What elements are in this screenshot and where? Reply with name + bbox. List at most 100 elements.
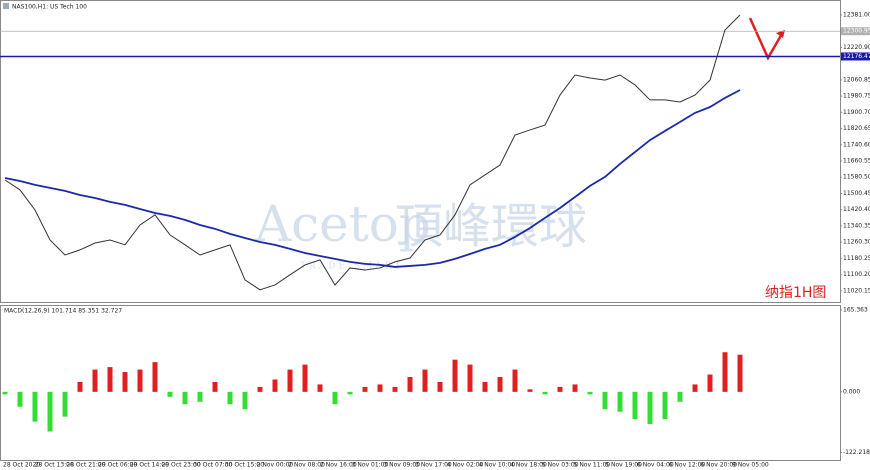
y-tick-label: 165.363	[843, 306, 868, 313]
histogram-bar	[272, 379, 278, 392]
histogram-bar	[317, 384, 323, 392]
histogram-bar	[572, 384, 578, 392]
histogram-bar	[62, 391, 68, 417]
histogram-bar	[122, 372, 128, 392]
histogram-bar	[722, 352, 728, 392]
x-tick-label: 5 Nov 11:00	[574, 462, 611, 469]
histogram-bar	[332, 391, 338, 405]
histogram-bar	[542, 391, 548, 395]
histogram-bar	[437, 381, 443, 392]
y-tick-label: 11740.60	[843, 141, 870, 148]
histogram-bar	[512, 369, 518, 392]
x-tick-label: 3 Nov 01:00	[352, 462, 389, 469]
y-tick-label: 11260.30	[843, 239, 870, 246]
y-tick-label: 11420.40	[843, 206, 870, 213]
histogram-bar	[617, 391, 623, 412]
x-tick-label: 28 Oct 21:00	[66, 462, 105, 469]
histogram-bar	[482, 381, 488, 392]
histogram-bar	[362, 386, 368, 392]
y-tick-label: -122.218	[843, 449, 870, 456]
macd-pane	[0, 305, 841, 461]
histogram-bar	[167, 391, 173, 397]
histogram-bar	[137, 369, 143, 392]
y-tick-label: 11660.55	[843, 158, 870, 165]
x-tick-label: 4 Nov 02:00	[447, 462, 484, 469]
histogram-bar	[557, 386, 563, 392]
histogram-bar	[92, 369, 98, 392]
histogram-bar	[497, 376, 503, 392]
watermark: TRADE SMART	[300, 262, 403, 272]
y-tick-label: 11980.75	[843, 93, 870, 100]
x-tick-label: 2 Nov 08:00	[288, 462, 325, 469]
histogram-bar	[632, 391, 638, 420]
histogram-bar	[647, 391, 653, 425]
histogram-bar	[107, 367, 113, 392]
histogram-bar	[182, 391, 188, 405]
x-tick-label: 3 Nov 17:00	[415, 462, 452, 469]
x-tick-label: 6 Nov 12:00	[669, 462, 706, 469]
histogram-bar	[302, 364, 308, 392]
histogram-bar	[407, 376, 413, 392]
y-tick-label: 11180.25	[843, 255, 870, 262]
histogram-bar	[287, 369, 293, 392]
main-pane	[0, 0, 841, 303]
y-tick-label: 11340.35	[843, 222, 870, 229]
symbol-icon	[3, 3, 9, 9]
histogram-bar	[467, 364, 473, 392]
x-tick-label: 5 Nov 19:00	[605, 462, 642, 469]
y-tick-label: 12060.85	[843, 76, 870, 83]
y-tick-label: 12381.00	[843, 11, 870, 18]
level-label-bg	[841, 52, 870, 61]
annotation: 纳指1H图	[765, 285, 826, 301]
histogram-bar	[197, 391, 203, 402]
histogram-bar	[377, 384, 383, 392]
series-line	[4, 14, 741, 291]
y-tick-label: 11100.20	[843, 271, 870, 278]
histogram-bar	[707, 374, 713, 392]
x-tick-label: 6 Nov 04:00	[637, 462, 674, 469]
histogram-bar	[32, 391, 38, 422]
y-tick-label: 0.000	[843, 388, 860, 395]
y-tick-label: 11500.45	[843, 190, 870, 197]
histogram-bar	[452, 359, 458, 392]
x-tick-label: 4 Nov 18:00	[510, 462, 547, 469]
level-label-bg	[841, 27, 870, 36]
watermark: 頂峰環球	[395, 199, 587, 255]
arrow-head	[776, 30, 785, 38]
histogram-bar	[212, 381, 218, 392]
x-tick-label: 2 Nov 16:00	[320, 462, 357, 469]
x-tick-label: 29 Oct 14:00	[130, 462, 169, 469]
x-tick-label: 28 Oct 2020	[3, 462, 40, 469]
level-label: 12176.47	[843, 53, 870, 60]
macd-title: MACD(12,26,9) 101.714 85.351 32.727	[4, 308, 122, 315]
histogram-bar	[527, 389, 533, 392]
histogram-bar	[2, 391, 8, 395]
level-label: 12300.95	[843, 28, 870, 35]
chart-title: NAS100,H1: US Tech 100	[12, 4, 87, 11]
x-tick-label: 28 Oct 13:00	[35, 462, 74, 469]
x-tick-label: 3 Nov 09:00	[383, 462, 420, 469]
series-line	[4, 89, 741, 268]
histogram-bar	[257, 386, 263, 392]
x-tick-label: 29 Oct 06:00	[98, 462, 137, 469]
x-tick-label: 4 Nov 10:00	[479, 462, 516, 469]
histogram-bar	[392, 386, 398, 392]
histogram-bar	[47, 391, 53, 432]
histogram-bar	[422, 369, 428, 392]
y-tick-label: 11900.70	[843, 109, 870, 116]
histogram-bar	[677, 391, 683, 402]
y-tick-label: 12220.90	[843, 44, 870, 51]
x-tick-label: 2 Nov 00:00	[257, 462, 294, 469]
histogram-bar	[242, 391, 248, 410]
histogram-bar	[737, 354, 743, 392]
histogram-bar	[152, 362, 158, 392]
x-tick-label: 5 Nov 03:00	[542, 462, 579, 469]
y-tick-label: 11580.50	[843, 174, 870, 181]
x-tick-label: 29 Oct 23:00	[162, 462, 201, 469]
x-tick-label: 6 Nov 20:00	[700, 462, 737, 469]
histogram-bar	[77, 381, 83, 392]
y-tick-label: 11820.65	[843, 125, 870, 132]
histogram-bar	[17, 391, 23, 407]
histogram-bar	[587, 391, 593, 395]
